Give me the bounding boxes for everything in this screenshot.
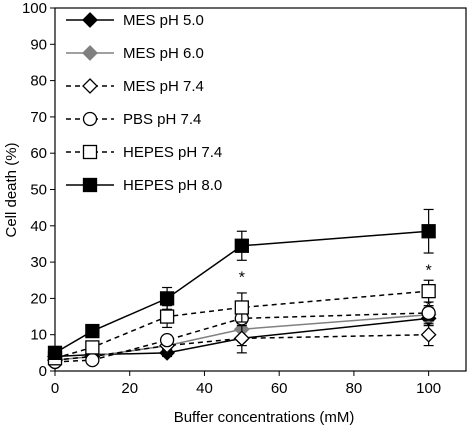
series-6 — [47, 208, 436, 361]
x-axis-label: Buffer concentrations (mM) — [174, 409, 355, 426]
data-point — [421, 305, 436, 321]
data-point — [159, 309, 175, 324]
y-tick-label: 10 — [30, 327, 47, 344]
legend-marker — [82, 144, 98, 160]
y-tick-label: 60 — [30, 145, 47, 162]
data-point — [234, 238, 249, 253]
legend-label: MES pH 5.0 — [123, 12, 204, 29]
x-tick-label: 60 — [271, 380, 288, 397]
legend-marker — [82, 12, 98, 28]
x-tick-label: 80 — [346, 380, 363, 397]
legend-label: PBS pH 7.4 — [123, 111, 201, 128]
x-tick-label: 40 — [196, 380, 213, 397]
legend-item-1: MES pH 5.0 — [66, 12, 204, 29]
data-point — [85, 352, 100, 368]
legend-label: HEPES pH 8.0 — [123, 177, 222, 194]
x-tick-label: 0 — [51, 380, 59, 397]
legend-marker — [82, 111, 98, 127]
data-point — [421, 224, 436, 239]
legend-marker — [82, 177, 98, 193]
legend: MES pH 5.0 MES pH 6.0 MES pH 7.4 PBS pH 7.4… — [66, 12, 222, 194]
y-tick-label: 90 — [30, 36, 47, 53]
y-tick-label: 100 — [22, 0, 47, 17]
y-tick-label: 80 — [30, 73, 47, 90]
legend-marker — [82, 78, 98, 94]
series-3 — [47, 323, 437, 369]
data-point — [85, 340, 100, 355]
data-point — [85, 323, 100, 339]
data-point — [234, 300, 249, 315]
y-axis-ticks: 0 10 20 30 40 50 60 70 80 90 100 — [22, 0, 55, 380]
legend-label: HEPES pH 7.4 — [123, 144, 222, 161]
legend-item-5: HEPES pH 7.4 — [66, 144, 222, 161]
x-axis-ticks: 0 20 40 60 80 100 — [51, 371, 441, 397]
legend-item-3: MES pH 7.4 — [66, 78, 204, 95]
legend-marker — [82, 45, 98, 61]
y-tick-label: 0 — [39, 363, 47, 380]
y-tick-label: 20 — [30, 290, 47, 307]
data-point — [421, 283, 436, 299]
data-point — [47, 345, 63, 361]
data-point — [159, 291, 175, 306]
legend-label: MES pH 7.4 — [123, 78, 204, 95]
y-tick-label: 70 — [30, 109, 47, 126]
y-tick-label: 50 — [30, 182, 47, 199]
legend-item-4: PBS pH 7.4 — [66, 111, 201, 128]
legend-label: MES pH 6.0 — [123, 45, 204, 62]
y-tick-label: 30 — [30, 254, 47, 271]
annotation-layer: * * * — [239, 262, 432, 315]
series-line — [54, 312, 429, 363]
data-point — [233, 330, 250, 347]
significance-asterisk: * — [426, 262, 432, 279]
data-point — [420, 326, 437, 343]
significance-asterisk: * — [239, 270, 245, 287]
significance-asterisk: * — [426, 299, 432, 316]
legend-item-6: HEPES pH 8.0 — [66, 177, 222, 194]
data-point — [159, 332, 175, 348]
x-tick-label: 20 — [121, 380, 138, 397]
x-tick-label: 100 — [416, 380, 441, 397]
y-tick-label: 40 — [30, 218, 47, 235]
legend-item-2: MES pH 6.0 — [66, 45, 204, 62]
y-axis-label: Cell death (%) — [3, 142, 20, 237]
series-layer — [47, 208, 437, 370]
